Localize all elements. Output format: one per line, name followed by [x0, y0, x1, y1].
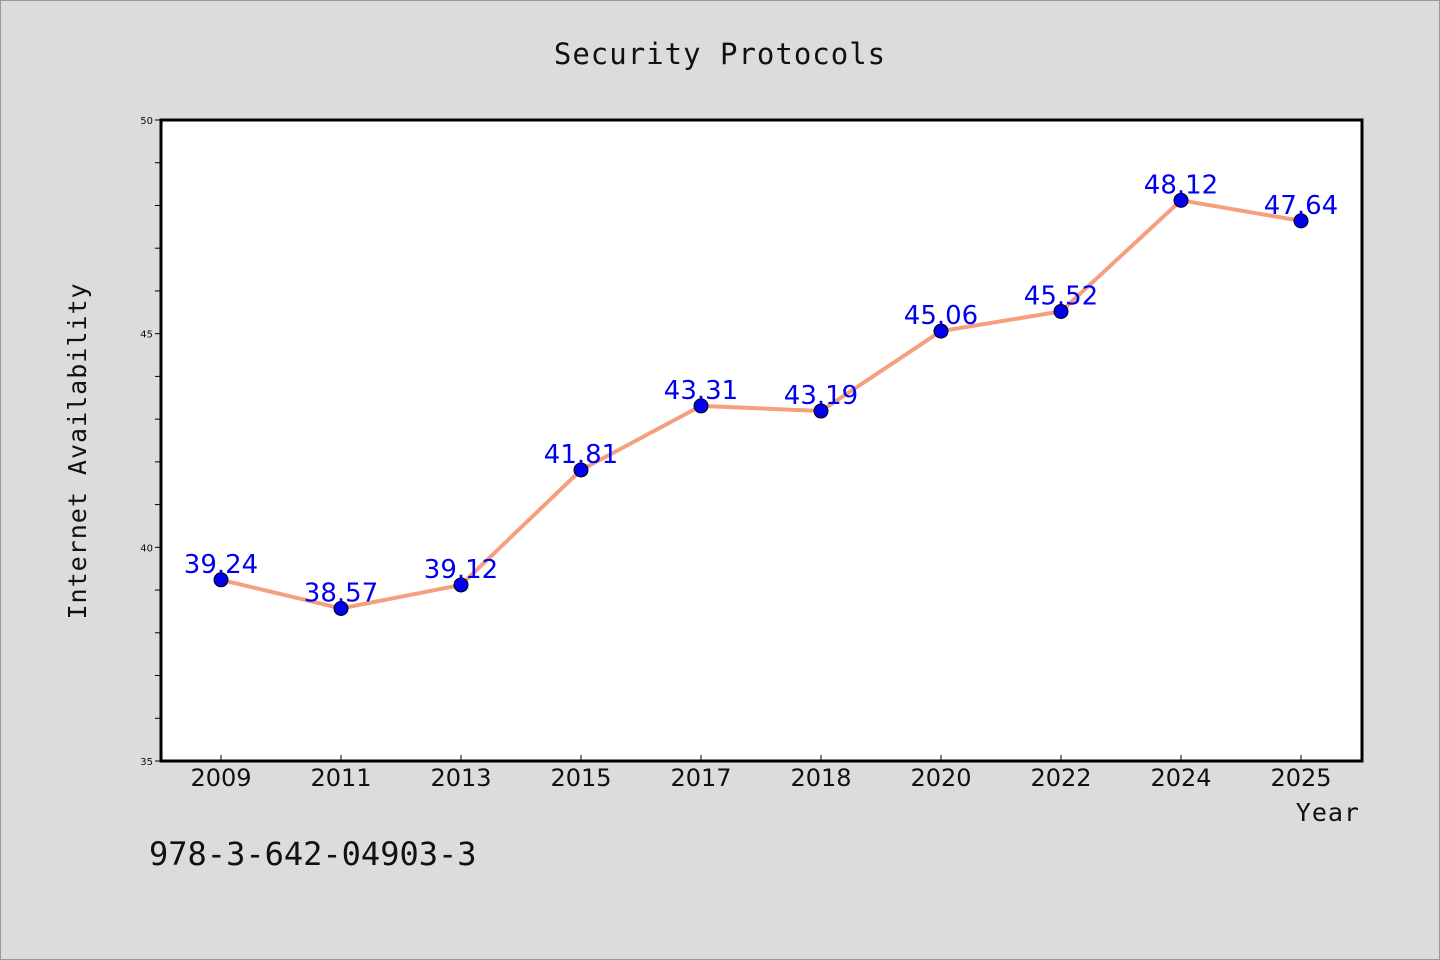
y-tick-label: 40 [140, 543, 153, 554]
data-point [453, 577, 469, 593]
data-label: 41.81 [544, 440, 618, 470]
y-minor-ticks [155, 162, 161, 719]
y-tick-label: 45 [140, 330, 153, 341]
x-tick-label: 2011 [310, 764, 371, 792]
data-label: 39.24 [184, 550, 258, 580]
chart-title: Security Protocols [554, 37, 886, 71]
x-tick-label: 2022 [1030, 764, 1091, 792]
x-tick-label: 2015 [550, 764, 611, 792]
x-tick-label: 2024 [1150, 764, 1211, 792]
plot-area [159, 118, 1364, 763]
data-label: 45.06 [904, 301, 978, 331]
x-axis-label: Year [1296, 798, 1360, 827]
x-tick-label: 2009 [190, 764, 251, 792]
data-label: 45.52 [1024, 281, 1098, 311]
y-tick-label: 35 [140, 757, 153, 768]
data-markers [213, 192, 1309, 616]
data-label: 48.12 [1144, 170, 1218, 200]
data-point [1173, 192, 1189, 208]
x-axis-ticks: 2009 2011 2013 2015 2017 2018 2020 2022 2024 2025 [190, 755, 1332, 792]
data-point [933, 323, 949, 339]
data-label: 39.12 [424, 555, 498, 585]
data-label: 47.64 [1264, 191, 1338, 221]
data-point [573, 462, 589, 478]
data-point [333, 600, 349, 616]
data-point [1293, 213, 1309, 229]
data-point [213, 572, 229, 588]
y-tick-label: 50 [140, 116, 153, 127]
y-axis-label: Internet Availability [63, 282, 92, 619]
footnote-text: 978-3-642-04903-3 [149, 835, 477, 873]
series-line [220, 198, 1302, 611]
data-label: 43.31 [664, 376, 738, 406]
x-tick-label: 2020 [910, 764, 971, 792]
x-tick-label: 2017 [670, 764, 731, 792]
x-tick-label: 2025 [1270, 764, 1331, 792]
y-axis-ticks: 35 40 45 50 [140, 116, 161, 768]
x-tick-label: 2018 [790, 764, 851, 792]
data-point [693, 398, 709, 414]
data-labels: 39.24 38.57 39.12 41.81 43.31 43.19 45.06 45.52… [184, 170, 1338, 608]
data-label: 43.19 [784, 381, 858, 411]
data-point [813, 403, 829, 419]
data-label: 38.57 [304, 578, 378, 608]
x-tick-label: 2013 [430, 764, 491, 792]
data-point [1053, 303, 1069, 319]
